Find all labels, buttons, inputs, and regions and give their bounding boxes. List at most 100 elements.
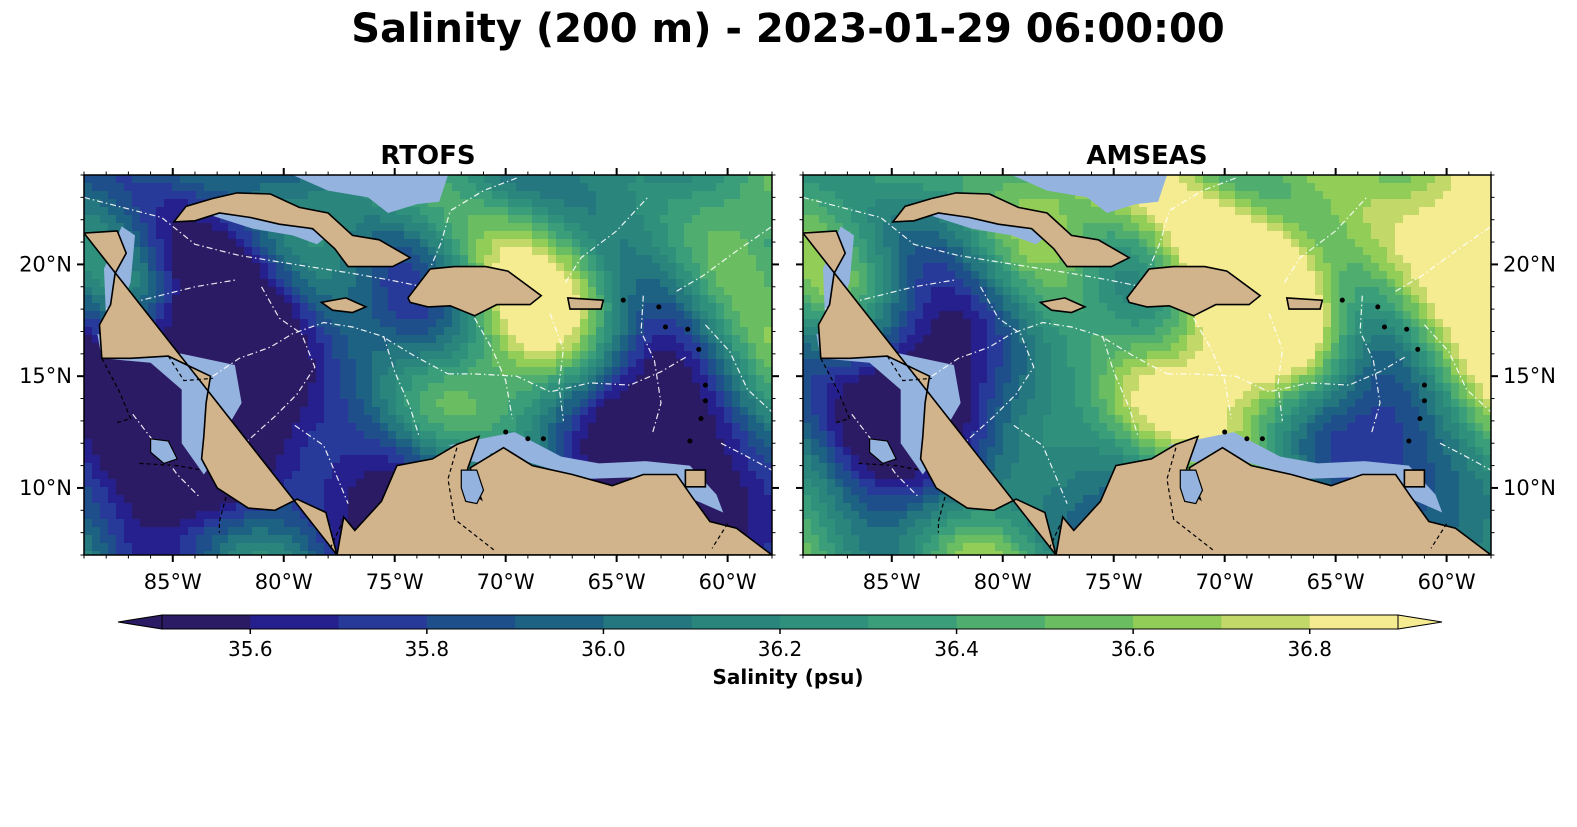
salinity-cell	[859, 463, 868, 472]
salinity-cell	[100, 511, 109, 520]
salinity-cell	[364, 487, 373, 496]
salinity-cell	[300, 511, 309, 520]
salinity-cell	[348, 207, 357, 216]
salinity-cell	[356, 367, 365, 376]
salinity-cell	[412, 375, 421, 384]
country-border	[711, 523, 729, 549]
salinity-cell	[899, 287, 908, 296]
salinity-cell	[148, 215, 157, 224]
salinity-cell	[764, 415, 772, 424]
salinity-cell	[636, 175, 645, 184]
salinity-cell	[220, 311, 229, 320]
salinity-cell	[236, 415, 245, 424]
country-border	[167, 355, 213, 382]
salinity-cell	[764, 495, 772, 504]
salinity-cell	[564, 319, 573, 328]
salinity-cell	[564, 367, 573, 376]
salinity-cell	[668, 287, 677, 296]
salinity-cell	[899, 319, 908, 328]
salinity-cell	[420, 207, 429, 216]
salinity-cell	[124, 551, 133, 555]
salinity-cell	[444, 207, 453, 216]
salinity-cell	[252, 239, 261, 248]
salinity-cell	[564, 279, 573, 288]
salinity-cell	[660, 327, 669, 336]
salinity-cell	[132, 287, 141, 296]
salinity-cell	[740, 511, 749, 520]
salinity-cell	[660, 183, 669, 192]
salinity-cell	[644, 183, 653, 192]
salinity-cell	[580, 327, 589, 336]
salinity-cell	[188, 183, 197, 192]
salinity-cell	[324, 295, 333, 304]
salinity-cell	[388, 407, 397, 416]
salinity-cell	[803, 191, 812, 200]
salinity-cell	[244, 407, 253, 416]
salinity-cell	[116, 551, 125, 555]
salinity-cell	[284, 327, 293, 336]
salinity-cell	[212, 511, 221, 520]
salinity-cell	[811, 487, 820, 496]
salinity-cell	[204, 543, 213, 552]
salinity-cell	[260, 543, 269, 552]
salinity-cell	[212, 223, 221, 232]
salinity-cell	[284, 191, 293, 200]
salinity-cell	[612, 287, 621, 296]
salinity-cell	[444, 351, 453, 360]
salinity-cell	[188, 239, 197, 248]
amseas-panel-title: AMSEAS	[1086, 141, 1207, 171]
salinity-cell	[891, 551, 900, 555]
salinity-cell	[428, 391, 437, 400]
salinity-cell	[132, 231, 141, 240]
salinity-cell	[636, 215, 645, 224]
salinity-cell	[180, 295, 189, 304]
salinity-cell	[572, 327, 581, 336]
salinity-cell	[396, 431, 405, 440]
salinity-cell	[803, 495, 812, 504]
salinity-cell	[460, 191, 469, 200]
salinity-cell	[620, 199, 629, 208]
salinity-cell	[572, 415, 581, 424]
salinity-cell	[867, 279, 876, 288]
salinity-cell	[164, 423, 173, 432]
salinity-cell	[300, 287, 309, 296]
salinity-cell	[388, 391, 397, 400]
x-tick-label: 75°W	[366, 570, 424, 594]
salinity-cell	[324, 343, 333, 352]
salinity-cell	[500, 415, 509, 424]
salinity-cell	[708, 367, 717, 376]
salinity-cell	[588, 431, 597, 440]
salinity-cell	[412, 367, 421, 376]
salinity-cell	[100, 391, 109, 400]
salinity-cell	[867, 375, 876, 384]
salinity-cell	[899, 455, 908, 464]
salinity-cell	[708, 471, 717, 480]
salinity-cell	[260, 175, 269, 184]
salinity-cell	[676, 303, 685, 312]
salinity-cell	[492, 359, 501, 368]
salinity-cell	[268, 287, 277, 296]
salinity-cell	[484, 207, 493, 216]
salinity-cell	[188, 519, 197, 528]
salinity-cell	[644, 359, 653, 368]
salinity-cell	[404, 367, 413, 376]
salinity-cell	[596, 263, 605, 272]
salinity-cell	[252, 335, 261, 344]
salinity-cell	[172, 407, 181, 416]
salinity-cell	[827, 463, 836, 472]
salinity-cell	[244, 239, 253, 248]
salinity-cell	[260, 271, 269, 280]
salinity-cell	[276, 351, 285, 360]
salinity-cell	[276, 231, 285, 240]
salinity-cell	[620, 399, 629, 408]
salinity-cell	[140, 287, 149, 296]
salinity-cell	[676, 431, 685, 440]
salinity-cell	[628, 303, 637, 312]
salinity-cell	[268, 543, 277, 552]
salinity-cell	[492, 399, 501, 408]
salinity-cell	[156, 295, 165, 304]
salinity-cell	[644, 175, 653, 184]
salinity-cell	[148, 479, 157, 488]
salinity-cell	[236, 223, 245, 232]
salinity-cell	[500, 391, 509, 400]
